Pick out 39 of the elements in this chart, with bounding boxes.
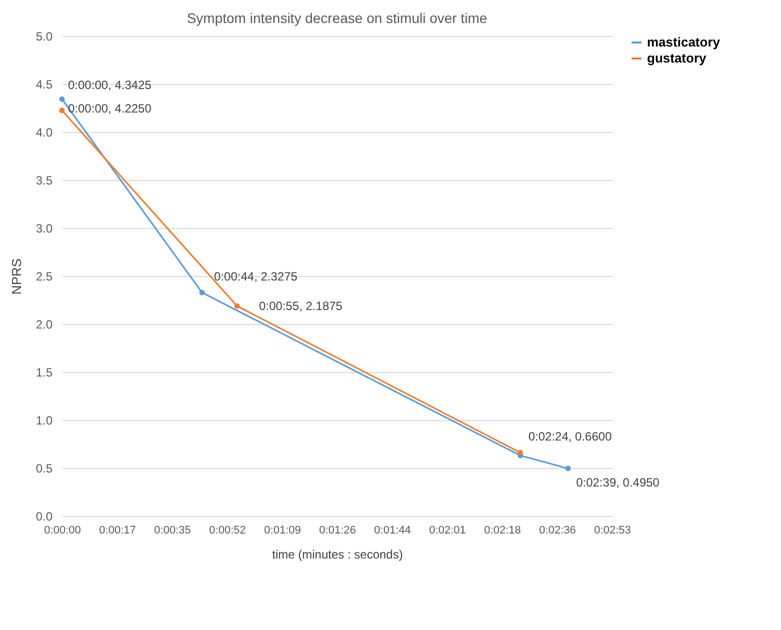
annotation: 0:00:44, 2.3275 — [214, 270, 298, 284]
x-tick-label: 0:02:53 — [594, 524, 631, 536]
y-tick-label: 4.5 — [36, 78, 53, 92]
y-tick-label: 0.0 — [36, 510, 53, 524]
y-tick-label: 3.5 — [36, 174, 53, 188]
annotation: 0:00:00, 4.3425 — [68, 78, 152, 92]
y-tick-label: 1.0 — [36, 414, 53, 428]
x-tick-label: 0:01:26 — [319, 524, 356, 536]
x-tick-label: 0:01:09 — [264, 524, 301, 536]
x-tick-label: 0:00:52 — [209, 524, 246, 536]
point — [59, 108, 65, 114]
point — [59, 96, 65, 102]
y-tick-label: 2.0 — [36, 318, 53, 332]
y-tick-label: 5.0 — [36, 30, 53, 44]
x-axis-title: time (minutes : seconds) — [272, 548, 403, 562]
x-tick-label: 0:01:44 — [374, 524, 411, 536]
annotation: 0:02:39, 0.4950 — [576, 475, 660, 490]
y-tick-label: 1.5 — [36, 366, 53, 380]
x-tick-label: 0:02:01 — [429, 524, 466, 536]
y-axis-title: NPRS — [8, 258, 24, 295]
point — [234, 303, 240, 309]
x-tick-label: 0:02:36 — [539, 524, 576, 536]
point — [565, 466, 571, 472]
annotation: 0:02:24, 0.6600 — [528, 430, 612, 444]
x-tick-label: 0:00:17 — [99, 524, 136, 536]
point — [199, 290, 205, 296]
point — [518, 450, 524, 456]
y-tick-label: 2.5 — [36, 270, 53, 284]
legend-label: masticatory — [647, 34, 721, 50]
y-tick-label: 4.0 — [36, 126, 53, 140]
annotation: 0:00:00, 4.2250 — [68, 101, 152, 116]
legend-label: gustatory — [647, 50, 707, 66]
y-tick-label: 3.0 — [36, 222, 53, 236]
annotation: 0:00:55, 2.1875 — [259, 299, 343, 313]
chart-title: Symptom intensity decrease on stimuli over time — [186, 10, 488, 26]
y-tick-label: 0.5 — [36, 462, 53, 476]
x-tick-label: 0:02:18 — [484, 524, 521, 536]
x-tick-label: 0:00:00 — [44, 524, 81, 536]
x-tick-label: 0:00:35 — [154, 524, 191, 536]
